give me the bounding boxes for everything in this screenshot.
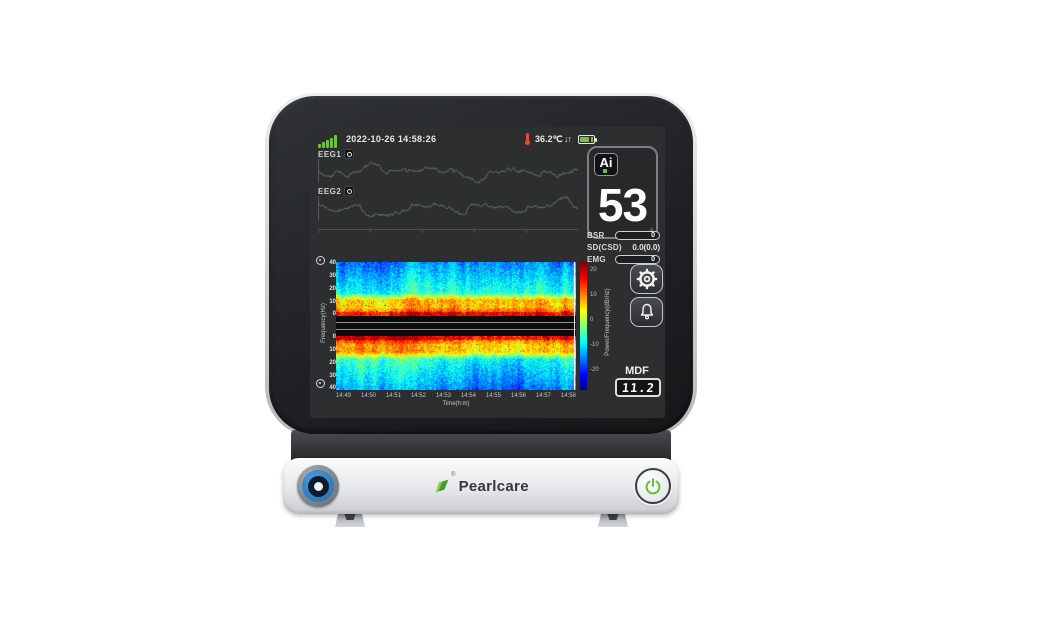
sd-value: 0.0(0.0) — [632, 243, 660, 252]
ytick: 10 — [329, 347, 336, 353]
ytick: 20 — [329, 286, 336, 292]
ytick: 30 — [329, 273, 336, 279]
colorbar-label: Power/Frequency(dB/Hz) — [605, 288, 611, 356]
datetime-text: 2022-10-26 14:58:26 — [346, 134, 437, 144]
ytick: 0 — [332, 334, 336, 340]
rotary-knob-button[interactable] — [297, 465, 339, 507]
ai-index-panel[interactable]: Ai 53 — [587, 146, 658, 239]
sd-label: SD(CSD) — [587, 243, 622, 252]
gear-icon — [636, 268, 657, 290]
cbtick: -20 — [590, 367, 599, 373]
screen: 2022-10-26 14:58:26 36.2℃ ↓↑ EEG1 EEG2 — [310, 127, 665, 418]
ytick: 40 — [329, 385, 336, 391]
eeg1-waveform — [318, 158, 578, 185]
cbtick: 20 — [590, 267, 597, 273]
knob-blue-ring — [302, 470, 334, 502]
spectrogram-bottom — [336, 336, 576, 390]
leaf-logo-icon — [435, 479, 449, 492]
eeg-time-axis — [318, 229, 578, 233]
power-button[interactable] — [635, 468, 671, 504]
mdf-label: MDF — [625, 365, 649, 377]
emg-value-pill: 0 — [615, 255, 660, 264]
brand-logo: ® Pearlcare — [283, 458, 679, 514]
alarm-button[interactable] — [630, 297, 663, 327]
colorbar — [580, 262, 587, 390]
temperature-value: 36.2℃ — [535, 134, 563, 144]
bsr-row: BSR 0 — [587, 230, 660, 241]
signal-strength-icon — [318, 135, 340, 148]
ytick: 40 — [329, 260, 336, 266]
spectrogram-xlabel: Time(h:m) — [442, 401, 470, 407]
channel2-marker-icon — [316, 379, 325, 388]
cbtick: 0 — [590, 317, 594, 323]
channel1-marker-icon — [316, 256, 325, 265]
ytick: 30 — [329, 373, 336, 379]
sd-row: SD(CSD) 0.0(0.0) — [587, 242, 660, 253]
ai-index-value: 53 — [597, 178, 648, 231]
device-foot-left — [335, 511, 365, 527]
ytick: 10 — [329, 299, 336, 305]
brand-name: Pearlcare — [458, 477, 529, 495]
battery-icon — [578, 135, 597, 144]
cbtick: 10 — [590, 292, 597, 298]
spectrogram-xticks: 14:49 14:50 14:51 14:52 14:53 14:54 14:55 14… — [336, 393, 576, 399]
eeg2-waveform — [318, 195, 578, 222]
thermometer-icon — [525, 133, 530, 145]
eeg2-label: EEG2 — [318, 186, 342, 196]
mdf-display: 11.2 — [615, 378, 661, 397]
power-icon — [645, 478, 661, 495]
eeg-monitor-device: 2022-10-26 14:58:26 36.2℃ ↓↑ EEG1 EEG2 — [265, 90, 697, 530]
spectrogram-divider — [336, 316, 576, 336]
eeg1-label: EEG1 — [318, 149, 342, 159]
time-cursor — [574, 262, 575, 390]
emg-label: EMG — [587, 255, 606, 264]
registered-mark: ® — [451, 472, 456, 478]
screen-bezel: 2022-10-26 14:58:26 36.2℃ ↓↑ EEG1 EEG2 — [269, 96, 693, 434]
bsr-label: BSR — [587, 231, 605, 240]
bsr-value-pill: 0 — [615, 231, 660, 240]
bell-icon — [640, 303, 653, 320]
front-panel: ® Pearlcare — [283, 458, 679, 514]
ytick: 0 — [332, 311, 336, 317]
spectrogram-top — [336, 262, 576, 316]
cbtick: -10 — [590, 342, 599, 348]
device-foot-right — [598, 511, 628, 527]
mdf-value: 11.2 — [620, 380, 656, 395]
ai-badge: Ai — [594, 153, 618, 176]
ytick: 20 — [329, 360, 336, 366]
panel-resize-handle — [646, 227, 653, 234]
emg-row: EMG 0 — [587, 254, 660, 265]
knob-center-dot — [313, 481, 323, 491]
settings-button[interactable] — [630, 264, 663, 294]
data-transfer-arrows-icon: ↓↑ — [564, 134, 572, 144]
ai-status-dot — [603, 169, 607, 173]
knob-inner-ring — [307, 475, 329, 497]
